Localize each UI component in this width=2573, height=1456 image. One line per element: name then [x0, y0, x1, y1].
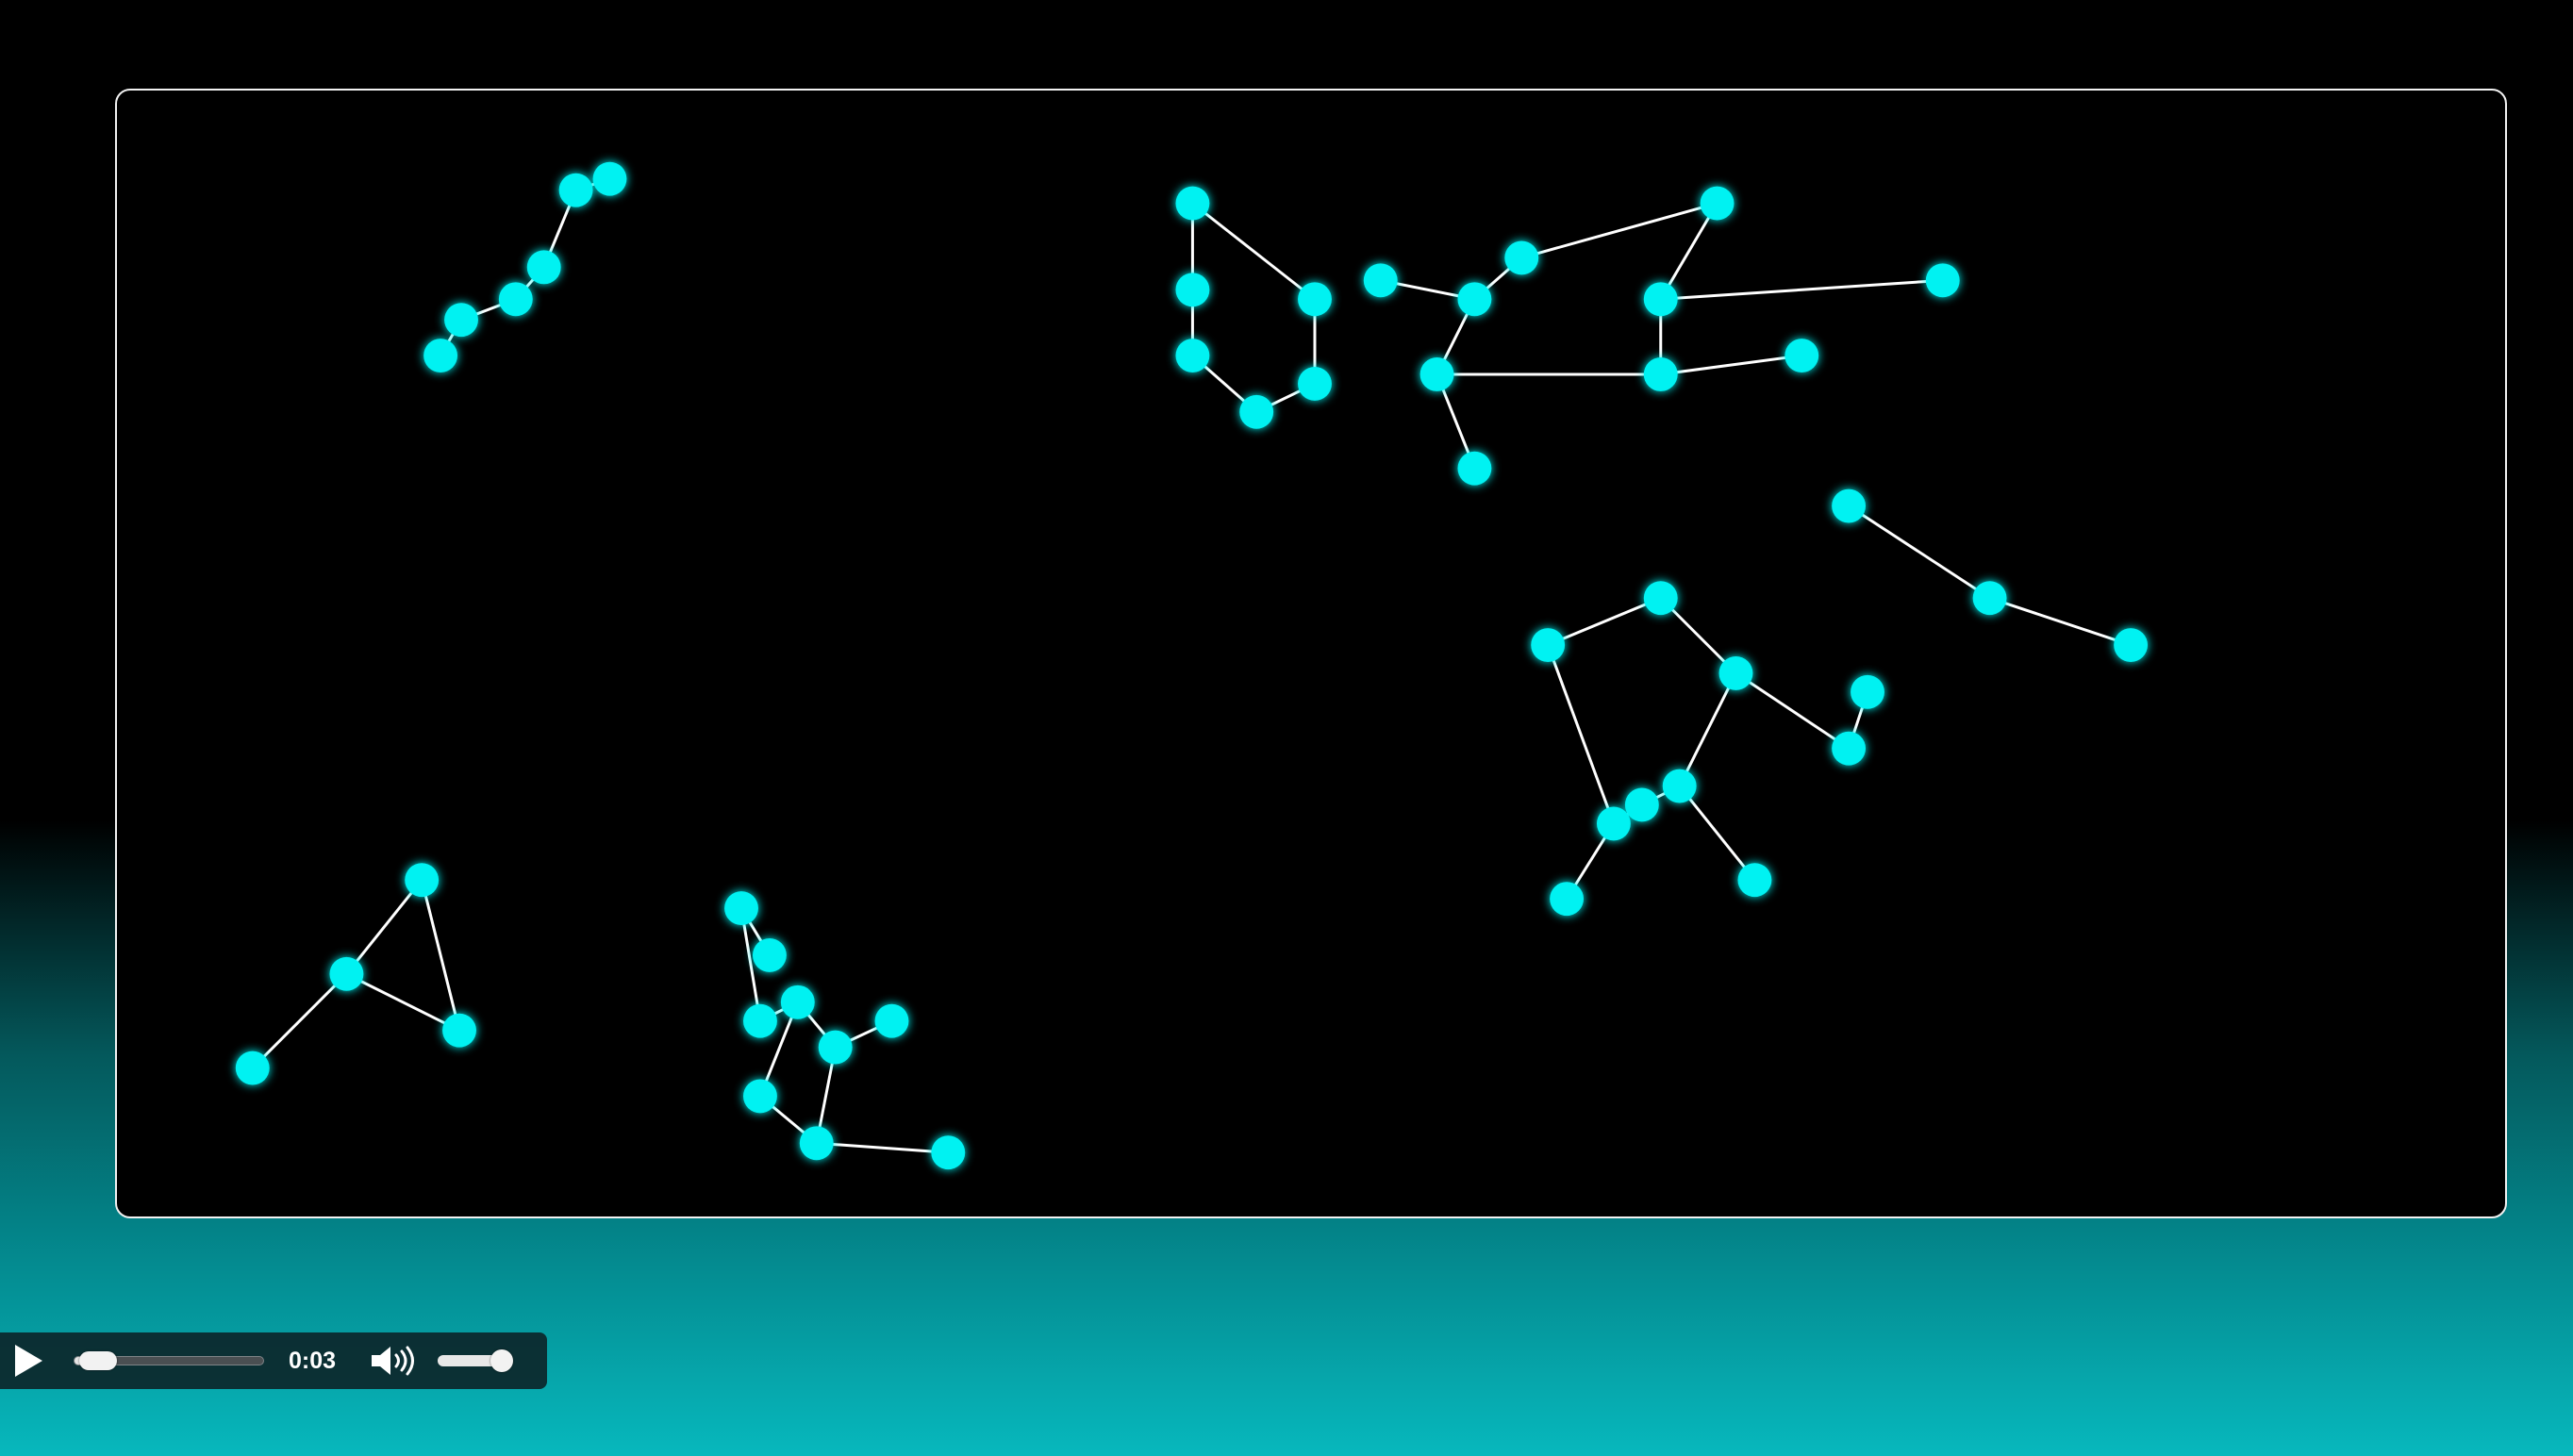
constellation-star — [1700, 186, 1735, 221]
constellation-star — [1925, 263, 1960, 298]
constellation-star — [780, 984, 815, 1019]
constellation-line — [1735, 671, 1850, 750]
speaker-volume-icon — [372, 1346, 414, 1376]
constellation-star — [1175, 339, 1210, 372]
constellation-star — [1624, 787, 1659, 822]
constellation-star — [444, 303, 478, 338]
volume-slider[interactable] — [438, 1349, 513, 1372]
constellation-star — [1596, 806, 1631, 841]
constellation-line — [739, 907, 762, 1021]
constellation-star — [2114, 628, 2149, 662]
constellation-line — [1678, 785, 1756, 882]
constellation-line — [345, 879, 423, 975]
constellation-star — [558, 173, 593, 207]
constellation-star — [1718, 655, 1753, 690]
constellation-line — [1547, 596, 1662, 647]
constellation-star — [799, 1126, 834, 1161]
constellation-star — [1175, 273, 1210, 307]
progress-thumb[interactable] — [78, 1351, 117, 1370]
constellation-line — [1660, 278, 1943, 301]
constellation-star — [1784, 339, 1819, 372]
constellation-line — [1546, 644, 1616, 824]
constellation-star — [1643, 357, 1678, 391]
constellation-star — [931, 1135, 966, 1170]
constellation-star — [1363, 263, 1398, 298]
constellation-star — [1662, 769, 1697, 803]
constellation-line — [1191, 202, 1316, 301]
constellation-star — [1239, 394, 1274, 429]
constellation-line — [816, 1141, 949, 1154]
mute-button[interactable] — [370, 1344, 417, 1378]
constellation-star — [442, 1013, 476, 1048]
constellation-star — [724, 891, 758, 926]
constellation-star — [1972, 581, 2007, 616]
constellation-star — [1832, 488, 1867, 523]
constellation-star — [498, 282, 533, 317]
constellation-star — [752, 937, 787, 972]
constellation-star — [1175, 186, 1210, 221]
constellation-line — [1678, 672, 1737, 787]
play-button[interactable] — [9, 1342, 47, 1380]
constellation-star — [1832, 731, 1867, 766]
constellation-star — [1457, 451, 1492, 486]
constellation-line — [1989, 596, 2132, 647]
constellation-star — [743, 1003, 777, 1038]
constellation-star — [592, 161, 627, 196]
constellation-star — [818, 1030, 853, 1065]
constellation-star — [1298, 282, 1332, 317]
constellation-star — [235, 1051, 270, 1085]
constellation-star — [1504, 240, 1539, 275]
constellation-star — [743, 1079, 777, 1114]
media-player-controls: 0:03 — [0, 1332, 547, 1389]
constellation-line — [1659, 597, 1737, 674]
constellation-line — [1659, 202, 1718, 301]
constellation-star — [1643, 581, 1678, 616]
constellation-star — [1298, 367, 1332, 401]
play-icon — [15, 1345, 42, 1377]
constellation-star — [423, 339, 458, 372]
constellation-star — [1457, 282, 1492, 317]
constellation-drawing — [235, 161, 2149, 1170]
constellation-star — [1550, 882, 1585, 917]
constellation-line — [1660, 354, 1802, 376]
constellation-line — [420, 879, 461, 1032]
constellation-canvas — [115, 89, 2507, 1218]
constellation-star — [1737, 863, 1772, 898]
constellation-star — [405, 863, 440, 898]
volume-thumb[interactable] — [490, 1349, 513, 1372]
constellation-star — [1643, 282, 1678, 317]
constellation-star — [1531, 628, 1566, 662]
constellation-line — [251, 972, 348, 1069]
constellation-line — [1520, 202, 1718, 259]
constellation-star — [874, 1003, 909, 1038]
constellation-star — [329, 956, 364, 991]
constellation-star — [526, 250, 561, 285]
constellation-star — [1419, 357, 1454, 391]
current-time: 0:03 — [289, 1348, 337, 1374]
volume-fill — [438, 1355, 502, 1366]
constellation-star — [1851, 674, 1884, 709]
constellation-line — [345, 972, 460, 1032]
progress-bar[interactable] — [74, 1351, 264, 1370]
constellation-line — [1848, 505, 1991, 600]
